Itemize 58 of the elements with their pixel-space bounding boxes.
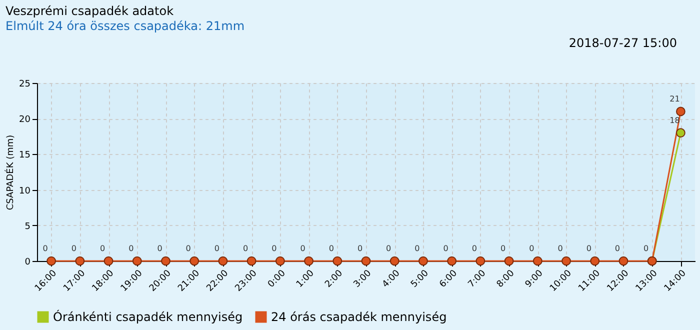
data-label: 0 — [500, 244, 506, 253]
point — [676, 128, 686, 138]
y-tick-label: 15 — [19, 150, 30, 161]
data-label: 21 — [670, 94, 680, 104]
point — [504, 256, 514, 266]
data-label: 0 — [414, 244, 420, 253]
data-label: 0 — [300, 244, 306, 253]
point — [246, 256, 256, 266]
data-label: 0 — [558, 244, 563, 253]
point — [332, 256, 342, 266]
point — [275, 256, 285, 266]
point — [218, 256, 228, 266]
data-label: 0 — [386, 244, 392, 253]
legend-label: Óránkénti csapadék mennyiség — [53, 309, 243, 324]
data-label: 0 — [614, 244, 620, 253]
point — [676, 106, 686, 116]
data-label: 0 — [243, 244, 248, 253]
data-label: 0 — [272, 244, 277, 253]
point — [104, 256, 114, 266]
y-tick-label: 10 — [19, 186, 31, 196]
point — [532, 256, 542, 266]
point — [390, 256, 400, 266]
data-label: 0 — [472, 244, 477, 253]
point — [161, 256, 170, 266]
point — [361, 256, 371, 266]
point — [132, 256, 142, 266]
point — [75, 256, 85, 266]
point — [590, 256, 600, 266]
y-tick-label: 20 — [19, 115, 31, 126]
text: 2018-07-27 15:00 — [568, 36, 677, 50]
data-label: 0 — [71, 244, 76, 253]
legend-label: 24 órás csapadék mennyiség — [271, 310, 447, 324]
point — [476, 256, 486, 266]
data-label: 0 — [644, 244, 649, 253]
data-label: 0 — [443, 244, 448, 253]
data-label: 0 — [214, 244, 220, 253]
chart-title: Veszprémi csapadék adatok — [6, 4, 174, 18]
y-tick-label: 0 — [24, 258, 31, 268]
point — [618, 256, 628, 266]
data-label: 0 — [328, 244, 334, 253]
point — [562, 256, 571, 266]
data-label: 0 — [586, 244, 592, 253]
point — [418, 256, 428, 266]
point — [46, 256, 56, 266]
data-label: 0 — [529, 244, 534, 253]
y-axis-title: CSAPADÉK (mm) — [4, 134, 16, 210]
y-tick-label: 25 — [19, 80, 30, 90]
data-label: 0 — [100, 244, 106, 253]
point — [447, 256, 457, 266]
chart-subtitle: Elmúlt 24 óra összes csapadéka: 21mm — [6, 19, 245, 33]
y-tick-label: 5 — [24, 222, 30, 232]
data-label: 0 — [42, 244, 48, 253]
data-label: 0 — [128, 244, 134, 253]
point — [304, 256, 314, 266]
data-label: 0 — [357, 244, 363, 253]
data-label: 0 — [186, 244, 191, 253]
data-label: 0 — [157, 244, 162, 253]
point — [190, 256, 200, 266]
